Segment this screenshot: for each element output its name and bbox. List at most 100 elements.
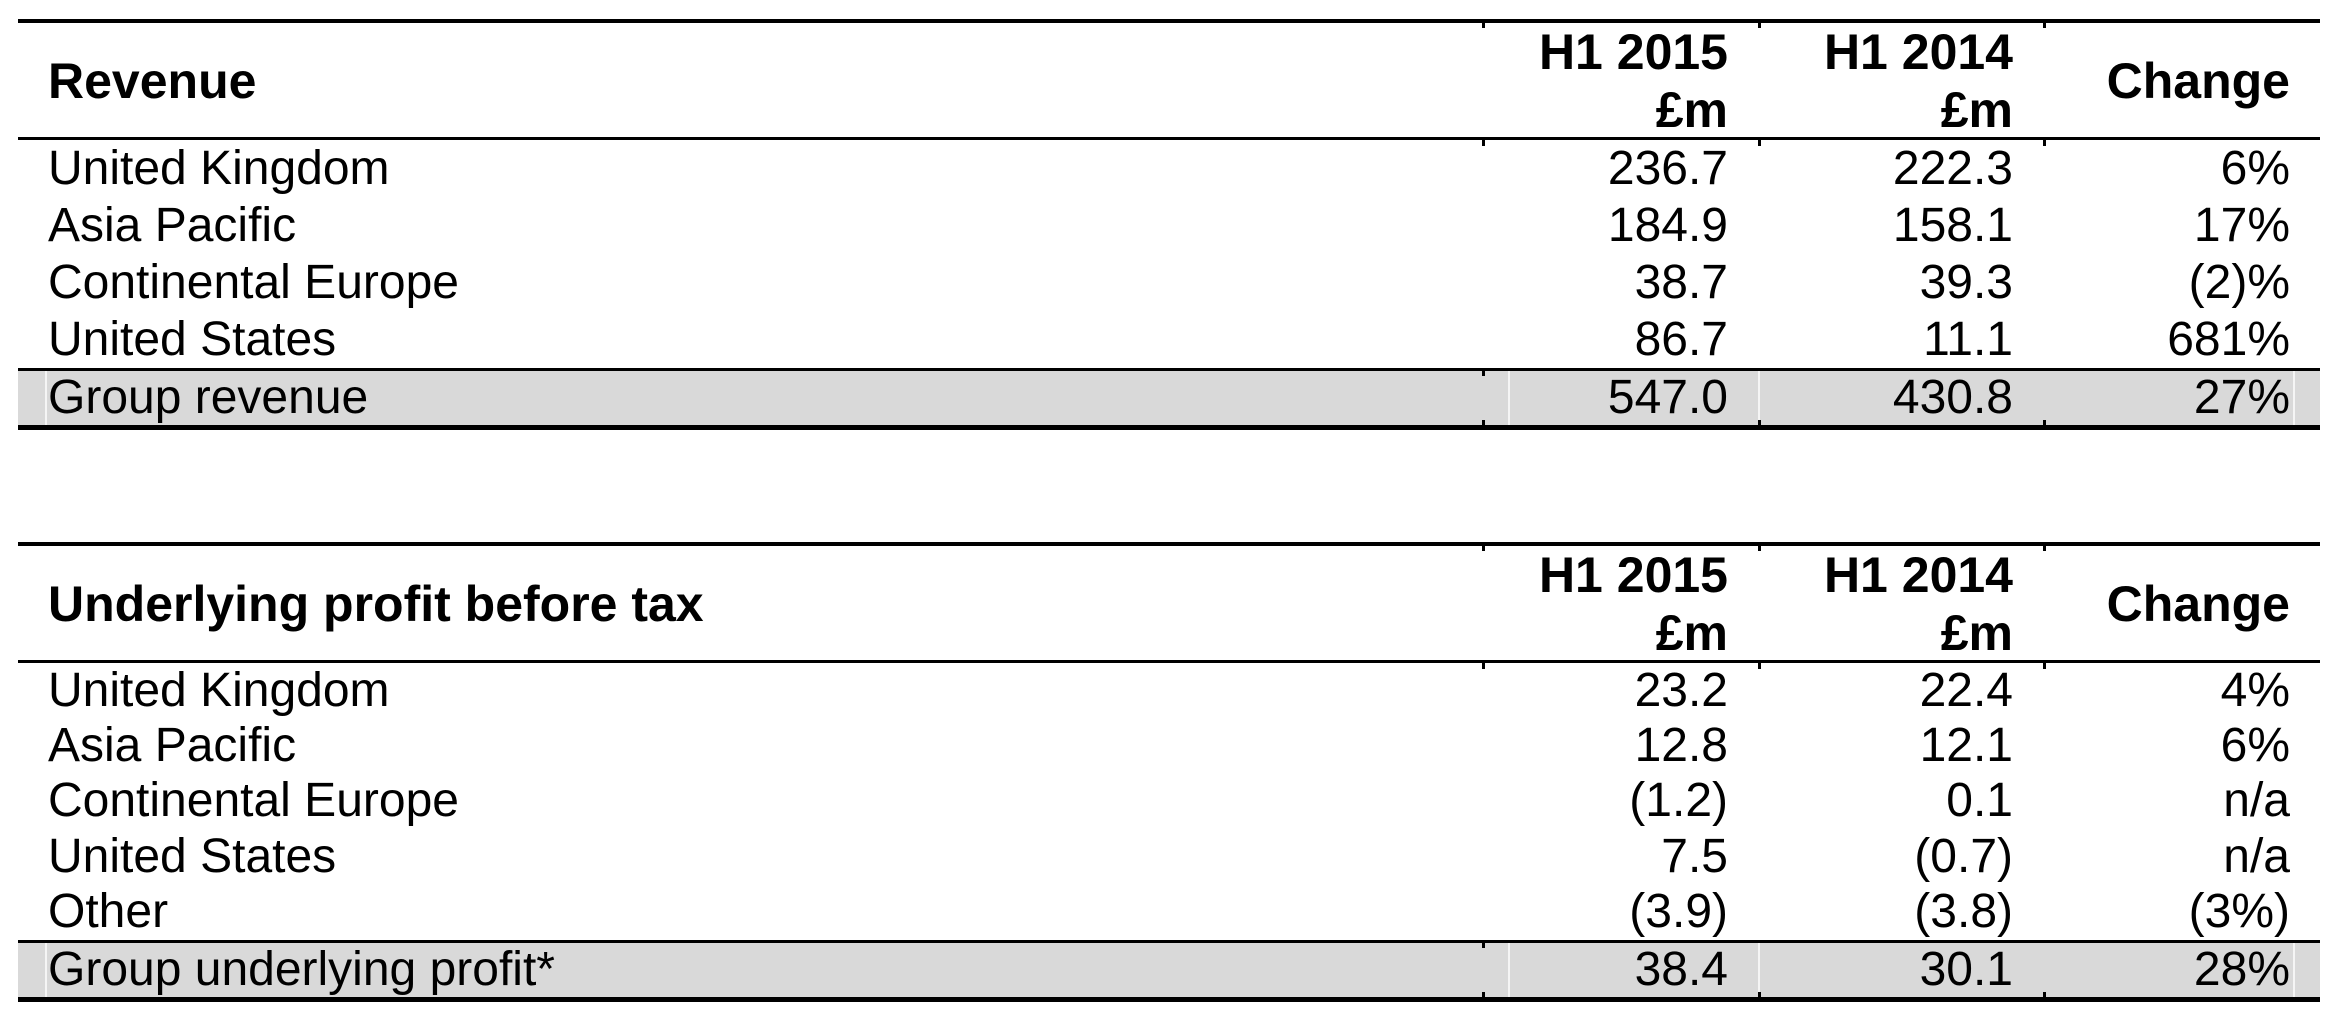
table-row: Continental Europe (1.2) 0.1 n/a [18,774,2320,829]
h1-2015-value: 38.7 [1634,255,1728,309]
h1-2014-value: 222.3 [1892,141,2013,195]
cell-gap [2293,371,2295,425]
change-total: 28% [2193,943,2290,996]
table-row: Continental Europe 38.7 39.3 (2)% [18,254,2320,311]
revenue-table: Revenue H1 2015 £m H1 2014 £m Change Uni… [18,19,2320,430]
h1-2014-value: (0.7) [1914,829,2013,883]
column-divider-tick [2043,19,2046,28]
column-divider-tick [1482,368,1485,376]
row-label: Asia Pacific [48,719,297,773]
column-header-h1-2015: H1 2015 £m [1482,23,1758,139]
column-header-h1-2014: H1 2014 £m [1758,546,2043,662]
table-row: Asia Pacific 184.9 158.1 17% [18,197,2320,254]
total-row-content: Group revenue 547.0 430.8 27% [18,371,2320,425]
row-label: Continental Europe [48,774,459,828]
column-divider-tick [1758,420,1761,430]
h1-2014-total: 30.1 [1919,943,2013,996]
column-header-period: H1 2015 [1538,24,1728,80]
row-label: Continental Europe [48,255,459,309]
header-underline [18,660,2320,669]
h1-2015-total: 38.4 [1634,943,1728,996]
column-divider-tick [2043,137,2046,146]
table-row: United Kingdom 236.7 222.3 6% [18,140,2320,197]
column-header-unit: £m [1655,82,1728,138]
column-header-change: Change [2043,52,2320,110]
table-top-border [18,19,2320,28]
column-divider-tick [2043,660,2046,669]
table-row: United States 7.5 (0.7) n/a [18,829,2320,884]
column-divider-tick [1482,542,1485,551]
table-top-border [18,542,2320,551]
h1-2015-total: 547.0 [1607,371,1728,424]
change-value: (3%) [2188,885,2290,939]
row-label: United States [48,829,337,883]
column-divider-tick [1482,660,1485,669]
change-value: 17% [2193,198,2290,252]
cell-gap [1758,371,1760,425]
cell-gap [1508,371,1510,425]
column-divider-tick [1482,992,1485,1002]
column-header-period: Change [2106,53,2290,109]
row-label: United States [48,312,337,366]
table-body: United Kingdom 23.2 22.4 4% Asia Pacific… [18,663,2320,940]
column-divider-tick [1482,420,1485,430]
change-value: n/a [2223,774,2290,828]
change-value: n/a [2223,829,2290,883]
column-divider-tick [1758,542,1761,551]
h1-2015-value: 184.9 [1607,198,1728,252]
column-header-h1-2015: H1 2015 £m [1482,546,1758,662]
h1-2014-value: 0.1 [1946,774,2013,828]
column-header-change: Change [2043,575,2320,633]
change-value: 4% [2220,663,2290,717]
cell-gap [1508,943,1510,997]
column-divider-tick [1482,19,1485,28]
cell-gap [2293,943,2295,997]
total-label: Group underlying profit* [48,943,555,996]
table-row: Asia Pacific 12.8 12.1 6% [18,718,2320,773]
change-value: 681% [2167,312,2290,366]
h1-2015-value: 236.7 [1607,141,1728,195]
table-row: United States 86.7 11.1 681% [18,311,2320,368]
underlying-profit-table: Underlying profit before tax H1 2015 £m … [18,542,2320,1002]
change-value: (2)% [2188,255,2290,309]
h1-2014-value: (3.8) [1914,885,2013,939]
row-label: United Kingdom [48,663,390,717]
column-divider-tick [1482,940,1485,948]
table-header-row: Underlying profit before tax H1 2015 £m … [18,546,2320,662]
table-title: Revenue [48,53,257,109]
h1-2014-value: 12.1 [1919,719,2013,773]
column-divider-tick [2043,992,2046,1002]
total-row: Group revenue 547.0 430.8 27% [18,368,2320,430]
header-underline [18,137,2320,146]
cell-gap [45,943,47,997]
table-row: United Kingdom 23.2 22.4 4% [18,663,2320,718]
h1-2014-value: 39.3 [1919,255,2013,309]
h1-2014-value: 22.4 [1919,663,2013,717]
h1-2015-value: 7.5 [1661,829,1728,883]
column-header-period: H1 2014 [1823,547,2013,603]
column-divider-tick [1758,137,1761,146]
column-header-period: H1 2015 [1538,547,1728,603]
h1-2015-value: 86.7 [1634,312,1728,366]
change-value: 6% [2220,141,2290,195]
column-header-period: Change [2106,576,2290,632]
row-label: United Kingdom [48,141,390,195]
h1-2015-value: 12.8 [1634,719,1728,773]
column-header-unit: £m [1655,605,1728,661]
column-divider-tick [1758,992,1761,1002]
column-divider-tick [2043,542,2046,551]
h1-2015-value: 23.2 [1634,663,1728,717]
column-header-h1-2014: H1 2014 £m [1758,23,2043,139]
change-value: 6% [2220,719,2290,773]
cell-gap [45,371,47,425]
column-divider-tick [2043,420,2046,430]
h1-2014-value: 11.1 [1923,312,2013,366]
column-divider-tick [1758,660,1761,669]
total-row: Group underlying profit* 38.4 30.1 28% [18,940,2320,1002]
change-total: 27% [2193,371,2290,424]
table-header-row: Revenue H1 2015 £m H1 2014 £m Change [18,23,2320,139]
table-row: Other (3.9) (3.8) (3%) [18,885,2320,940]
h1-2014-total: 430.8 [1892,371,2013,424]
column-divider-tick [1482,137,1485,146]
